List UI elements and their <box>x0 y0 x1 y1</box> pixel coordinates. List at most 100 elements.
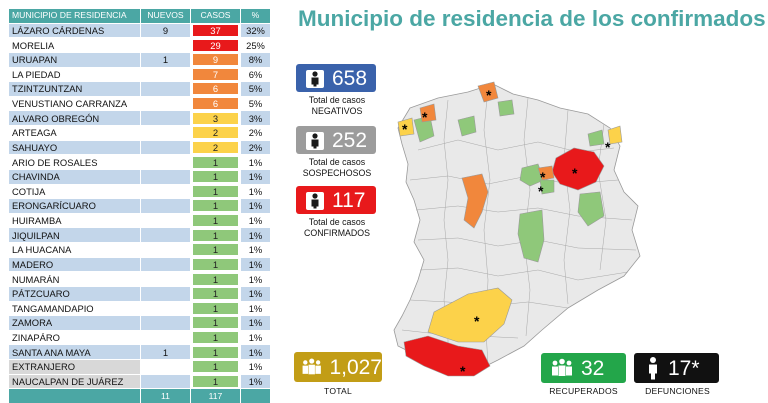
municipality-red-morelia <box>551 147 605 191</box>
new-cases: 1 <box>140 51 191 68</box>
new-cases <box>140 329 191 346</box>
cases-value: 6 <box>193 98 238 110</box>
table-totals-row: 11 117 <box>8 388 271 403</box>
cases-cell: 1 <box>190 285 241 302</box>
municipality-name: ARIO DE ROSALES <box>8 154 141 170</box>
new-cases <box>140 256 191 273</box>
header-municipality: MUNICIPIO DE RESIDENCIA <box>8 8 141 24</box>
cases-value: 1 <box>193 302 238 314</box>
new-cases <box>140 315 191 331</box>
confirmed-value: 117 <box>332 188 366 212</box>
cases-value: 1 <box>193 288 238 300</box>
municipality-green-patzcuaro <box>539 179 555 195</box>
municipality-green-center <box>517 209 545 263</box>
municipality-name: CHAVINDA <box>8 168 141 185</box>
percent-value: 5% <box>240 95 271 112</box>
negatives-value: 658 <box>332 66 368 90</box>
totals-pct-cell <box>240 388 271 403</box>
marker-lazaro: * <box>460 363 466 379</box>
negatives-label-line2: NEGATIVOS <box>311 106 363 116</box>
deaths-value: 17* <box>668 356 700 380</box>
new-cases <box>140 125 191 141</box>
percent-value: 1% <box>240 285 271 302</box>
municipality-name: SAHUAYO <box>8 139 141 156</box>
percent-value: 1% <box>240 373 271 390</box>
header-new: NUEVOS <box>140 8 191 24</box>
cases-cell: 1 <box>190 198 241 214</box>
cases-value: 1 <box>193 346 238 358</box>
suspects-label: Total de casos SOSPECHOSOS <box>290 157 384 179</box>
negatives-label: Total de casos NEGATIVOS <box>292 95 382 117</box>
municipality-green-n1 <box>497 99 515 117</box>
cases-value: 1 <box>193 229 238 241</box>
table-row: NUMARÁN 1 1% <box>8 271 271 287</box>
percent-value: 1% <box>240 271 271 287</box>
new-cases: 9 <box>140 22 191 39</box>
percent-value: 1% <box>240 198 271 214</box>
municipality-name: SANTA ANA MAYA <box>8 344 141 360</box>
percent-value: 3% <box>240 110 271 126</box>
table-row: TANGAMANDAPIO 1 1% <box>8 300 271 317</box>
percent-value: 8% <box>240 51 271 68</box>
new-cases <box>140 183 191 200</box>
new-cases <box>140 212 191 229</box>
new-cases <box>140 95 191 112</box>
cases-by-municipality-table: MUNICIPIO DE RESIDENCIA NUEVOS CASOS % L… <box>8 8 271 403</box>
cases-cell: 6 <box>190 95 241 112</box>
municipality-name: LA PIEDAD <box>8 66 141 83</box>
table-row: COTIJA 1 1% <box>8 183 271 200</box>
suspects-badge: 252 <box>296 126 376 154</box>
cases-value: 1 <box>193 317 238 329</box>
cases-value: 1 <box>193 156 238 168</box>
table-row: ARTEAGA 2 2% <box>8 125 271 141</box>
table-row: TZINTZUNTZAN 6 5% <box>8 81 271 97</box>
cases-cell: 9 <box>190 51 241 68</box>
municipality-name: TZINTZUNTZAN <box>8 81 141 97</box>
header-cases: CASOS <box>190 8 241 24</box>
cases-cell: 1 <box>190 183 241 200</box>
percent-value: 1% <box>240 256 271 273</box>
cases-value: 3 <box>193 112 238 124</box>
municipality-green-zamora <box>457 115 477 137</box>
new-cases <box>140 242 191 258</box>
header-percent: % <box>240 8 271 24</box>
cases-value: 2 <box>193 127 238 139</box>
new-cases <box>140 37 191 53</box>
totals-cases: 117 <box>190 388 241 403</box>
municipality-name: HUIRAMBA <box>8 212 141 229</box>
percent-value: 25% <box>240 37 271 53</box>
table-row: LA HUACANA 1 1% <box>8 242 271 258</box>
percent-value: 1% <box>240 183 271 200</box>
municipality-orange-uruapan <box>461 173 489 229</box>
new-cases <box>140 359 191 375</box>
percent-value: 1% <box>240 315 271 331</box>
cases-cell: 29 <box>190 37 241 53</box>
cases-cell: 1 <box>190 256 241 273</box>
cases-value: 2 <box>193 141 238 153</box>
person-icon <box>649 357 657 380</box>
table-row: SANTA ANA MAYA 1 1 1% <box>8 344 271 360</box>
percent-value: 1% <box>240 212 271 229</box>
table-row: ALVARO OBREGÓN 3 3% <box>8 110 271 126</box>
confirmed-label-line1: Total de casos <box>308 217 366 227</box>
cases-value: 29 <box>193 39 238 51</box>
person-icon <box>306 132 324 150</box>
cases-cell: 1 <box>190 344 241 360</box>
municipality-name: MORELIA <box>8 37 141 53</box>
municipality-name: ARTEAGA <box>8 125 141 141</box>
municipality-green-east <box>577 191 605 227</box>
suspects-label-line1: Total de casos <box>308 157 366 167</box>
table-row: MADERO 1 1% <box>8 256 271 273</box>
municipality-orange-lapiedad <box>419 103 437 123</box>
table-row: SAHUAYO 2 2% <box>8 139 271 156</box>
suspects-label-line2: SOSPECHOSOS <box>302 168 372 178</box>
new-cases <box>140 139 191 156</box>
table-row: ERONGARÍCUARO 1 1% <box>8 198 271 214</box>
marker-morelia: * <box>572 165 578 181</box>
cases-cell: 1 <box>190 271 241 287</box>
michoacan-municipality-map: * * * * * * * * * <box>393 81 641 379</box>
table-row: LA PIEDAD 7 6% <box>8 66 271 83</box>
person-icon <box>306 70 324 88</box>
cases-value: 1 <box>193 375 238 387</box>
cases-value: 1 <box>193 185 238 197</box>
